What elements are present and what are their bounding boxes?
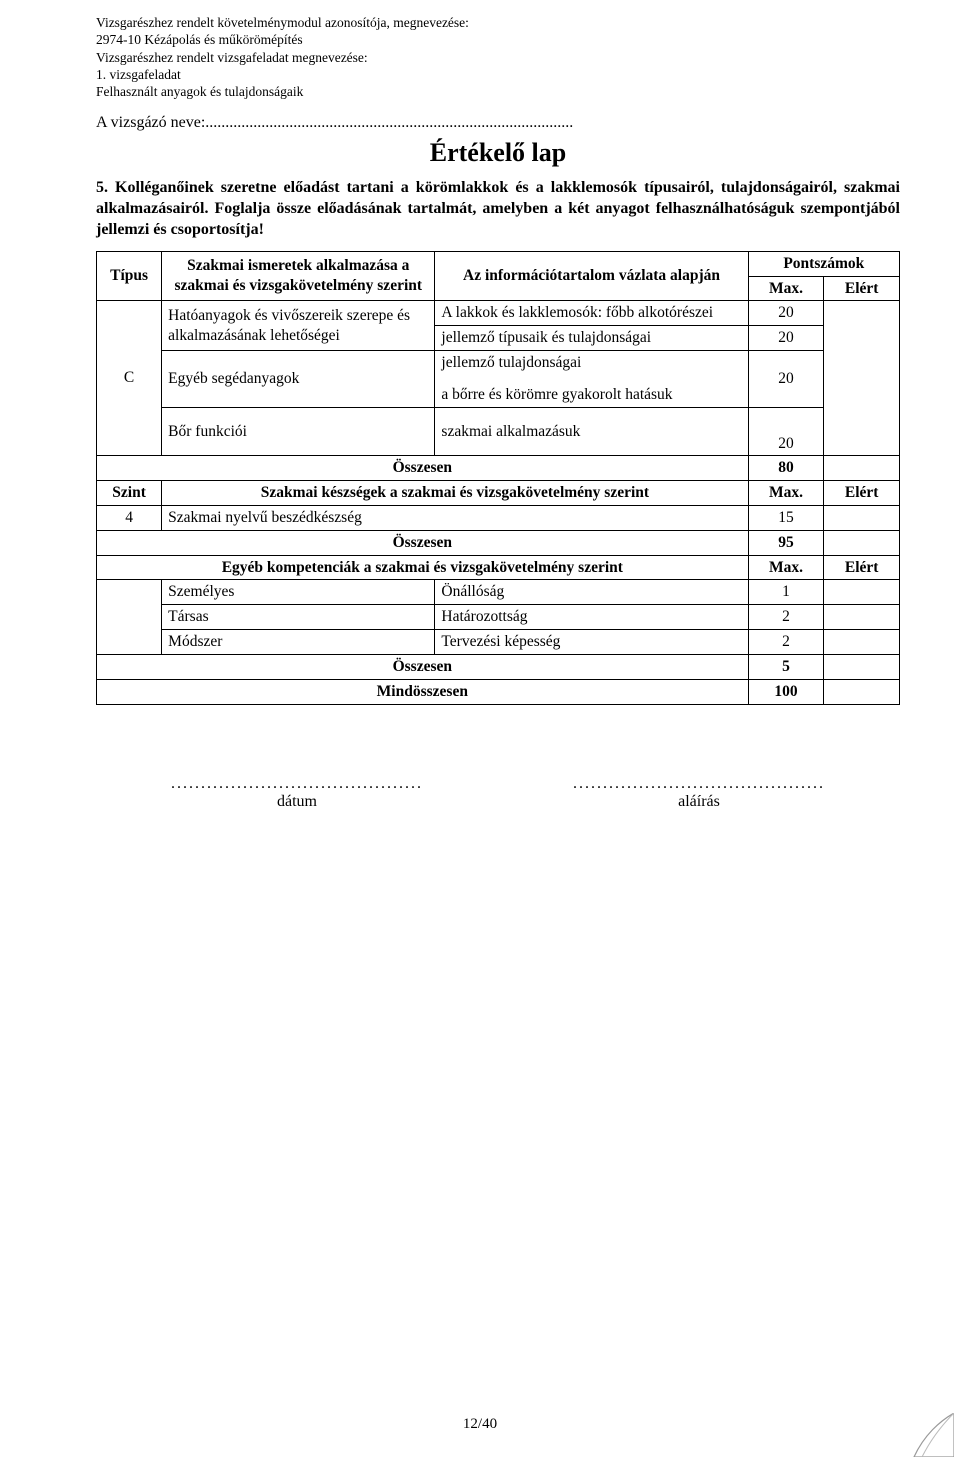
table-header-row: Típus Szakmai ismeretek alkalmazása a sz… bbox=[97, 251, 900, 276]
szak-cell: Hatóanyagok és vivőszereik szerepe és al… bbox=[162, 301, 435, 351]
table-row: 4 Szakmai nyelvű beszédkészség 15 bbox=[97, 506, 900, 531]
max-cell: 20 bbox=[748, 351, 824, 408]
subtotal-value: 5 bbox=[748, 654, 824, 679]
header-elert: Elért bbox=[824, 276, 900, 301]
szak-cell: Egyéb segédanyagok bbox=[162, 351, 435, 408]
info-cell: szakmai alkalmazásuk bbox=[435, 407, 748, 456]
task-text: 5. Kolléganőinek szeretne előadást tarta… bbox=[96, 179, 900, 238]
date-column: ........................................… bbox=[96, 775, 498, 811]
header-meta: Vizsgarészhez rendelt követelménymodul a… bbox=[96, 14, 900, 100]
blank-cell bbox=[97, 580, 162, 605]
signature-column: ........................................… bbox=[498, 775, 900, 811]
blank-cell bbox=[97, 630, 162, 655]
elert-cell bbox=[824, 605, 900, 630]
header-pontszamok: Pontszámok bbox=[748, 251, 899, 276]
evaluation-table: Típus Szakmai ismeretek alkalmazása a sz… bbox=[96, 251, 900, 705]
max-cell: 15 bbox=[748, 506, 824, 531]
subtotal-value: 95 bbox=[748, 530, 824, 555]
komp-name: Határozottság bbox=[435, 605, 748, 630]
komp-cat: Társas bbox=[162, 605, 435, 630]
szint-num: 4 bbox=[97, 506, 162, 531]
dots: ........................................… bbox=[96, 775, 498, 793]
max-cell: 2 bbox=[748, 630, 824, 655]
subtotal-label: Összesen bbox=[97, 456, 749, 481]
elert-cell bbox=[824, 506, 900, 531]
table-row: Személyes Önállóság 1 bbox=[97, 580, 900, 605]
komp-name: Tervezési képesség bbox=[435, 630, 748, 655]
info-cell: A lakkok és lakklemosók: főbb alkotórész… bbox=[435, 301, 748, 326]
section-header-row: Egyéb kompetenciák a szakmai és vizsgakö… bbox=[97, 555, 900, 580]
header-szint: Szint bbox=[97, 481, 162, 506]
header-elert: Elért bbox=[824, 481, 900, 506]
header-max: Max. bbox=[748, 481, 824, 506]
subtotal-row: Összesen 80 bbox=[97, 456, 900, 481]
page-number: 12/40 bbox=[0, 1416, 960, 1433]
meta-line: Felhasznált anyagok és tulajdonságaik bbox=[96, 83, 900, 100]
dots: ........................................… bbox=[498, 775, 900, 793]
grandtotal-label: Mindösszesen bbox=[97, 679, 749, 704]
elert-cell bbox=[824, 630, 900, 655]
subtotal-label: Összesen bbox=[97, 654, 749, 679]
header-elert: Elért bbox=[824, 555, 900, 580]
section-header-row: Szint Szakmai készségek a szakmai és viz… bbox=[97, 481, 900, 506]
meta-line: 1. vizsgafeladat bbox=[96, 66, 900, 83]
table-row: C Hatóanyagok és vivőszereik szerepe és … bbox=[97, 301, 900, 326]
komp-name: Önállóság bbox=[435, 580, 748, 605]
type-cell: C bbox=[97, 301, 162, 456]
page: Vizsgarészhez rendelt követelménymodul a… bbox=[0, 0, 960, 1463]
table-row: Társas Határozottság 2 bbox=[97, 605, 900, 630]
komp-cat: Módszer bbox=[162, 630, 435, 655]
header-max: Max. bbox=[748, 555, 824, 580]
table-row: Egyéb segédanyagok jellemző tulajdonsága… bbox=[97, 351, 900, 383]
elert-cell bbox=[824, 530, 900, 555]
info-cell: jellemző típusaik és tulajdonságai bbox=[435, 326, 748, 351]
task-description: 5. Kolléganőinek szeretne előadást tarta… bbox=[96, 178, 900, 240]
signature-area: ........................................… bbox=[96, 775, 900, 811]
info-cell: a bőrre és körömre gyakorolt hatásuk bbox=[435, 383, 748, 407]
max-cell: 20 bbox=[748, 301, 824, 326]
komp-cat: Személyes bbox=[162, 580, 435, 605]
header-info: Az információtartalom vázlata alapján bbox=[435, 251, 748, 301]
elert-cell bbox=[824, 456, 900, 481]
page-curl-icon bbox=[910, 1413, 954, 1457]
max-cell: 20 bbox=[748, 326, 824, 351]
meta-line: Vizsgarészhez rendelt vizsgafeladat megn… bbox=[96, 49, 900, 66]
max-cell bbox=[748, 407, 824, 431]
table-row: Módszer Tervezési képesség 2 bbox=[97, 630, 900, 655]
sheet-title: Értékelő lap bbox=[96, 138, 900, 168]
max-cell: 20 bbox=[748, 432, 824, 456]
date-label: dátum bbox=[96, 793, 498, 811]
table-row: Bőr funkciói szakmai alkalmazásuk bbox=[97, 407, 900, 431]
subtotal-row: Összesen 95 bbox=[97, 530, 900, 555]
blank-cell bbox=[97, 605, 162, 630]
subtotal-value: 80 bbox=[748, 456, 824, 481]
subtotal-row: Összesen 5 bbox=[97, 654, 900, 679]
header-egyeb-komp: Egyéb kompetenciák a szakmai és vizsgakö… bbox=[97, 555, 749, 580]
szint-label: Szakmai nyelvű beszédkészség bbox=[162, 506, 748, 531]
elert-cell bbox=[824, 580, 900, 605]
szak-cell: Bőr funkciói bbox=[162, 407, 435, 456]
elert-cell bbox=[824, 301, 900, 456]
max-cell: 2 bbox=[748, 605, 824, 630]
meta-line: 2974-10 Kézápolás és műkörömépítés bbox=[96, 31, 900, 48]
elert-cell bbox=[824, 654, 900, 679]
header-max: Max. bbox=[748, 276, 824, 301]
grandtotal-value: 100 bbox=[748, 679, 824, 704]
subtotal-label: Összesen bbox=[97, 530, 749, 555]
meta-line: Vizsgarészhez rendelt követelménymodul a… bbox=[96, 14, 900, 31]
grandtotal-row: Mindösszesen 100 bbox=[97, 679, 900, 704]
info-cell: jellemző tulajdonságai bbox=[435, 351, 748, 383]
header-tipus: Típus bbox=[97, 251, 162, 301]
examinee-name-line: A vizsgázó neve:........................… bbox=[96, 114, 900, 132]
signature-label: aláírás bbox=[498, 793, 900, 811]
header-szakmai-kesz: Szakmai készségek a szakmai és vizsgaköv… bbox=[162, 481, 748, 506]
elert-cell bbox=[824, 679, 900, 704]
header-szakmai: Szakmai ismeretek alkalmazása a szakmai … bbox=[162, 251, 435, 301]
max-cell: 1 bbox=[748, 580, 824, 605]
